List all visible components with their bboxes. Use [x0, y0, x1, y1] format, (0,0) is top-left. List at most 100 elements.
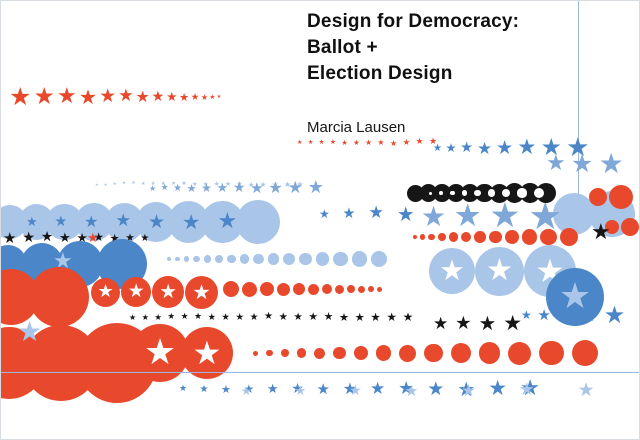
blue-stars-top-right-star-icon: ★ [566, 132, 590, 163]
pale-dots-row-dot [371, 251, 387, 267]
red-dots-grow-bottom-dot [571, 340, 598, 366]
blue-stars-top-right-star-icon: ★ [460, 138, 474, 156]
pale-dots-row-dot [183, 256, 190, 262]
pale-dots-row-dot [167, 257, 171, 261]
blue-stars-mid-star-icon: ★ [319, 207, 330, 222]
red-dots-shrink-dot [358, 285, 365, 293]
blue-stars-on-pale-star-icon: ★ [54, 214, 68, 231]
red-tiny-stars-star-icon: ★ [402, 137, 411, 148]
blue-stars-top-right-star-icon: ★ [433, 142, 442, 154]
red-dots-grow-bottom-dot [314, 347, 325, 359]
blue-stars-grow-star-icon: ★ [287, 177, 303, 198]
blue-stars-on-pale-star-icon: ★ [84, 212, 99, 232]
white-dots-on-black-dot [449, 190, 455, 196]
pale-tiny-stars-star-icon: ★ [259, 179, 267, 189]
cover-title: Design for Democracy: Ballot + Election … [307, 9, 519, 87]
black-tiny-stars-star-icon: ★ [308, 310, 318, 324]
red-dots-grow-bottom-dot [333, 346, 346, 360]
blue-stars-mid-star-icon: ★ [342, 204, 356, 222]
pale-dots-row-dot [215, 255, 223, 263]
black-tiny-stars-star-icon: ★ [354, 309, 365, 324]
black-stars-left-star-icon: ★ [109, 231, 120, 245]
blue-stars-grow-star-icon: ★ [201, 181, 212, 196]
black-tiny-stars-star-icon: ★ [194, 312, 203, 323]
red-circles-top-right-dot [589, 188, 607, 206]
white-dots-on-black-dot [487, 189, 496, 197]
big-blue-stars-right-star-icon: ★ [489, 195, 521, 236]
pale-star-on-red-star-icon: ★ [17, 314, 43, 348]
big-blue-stars-right-star-icon: ★ [421, 199, 447, 233]
blue-stars-grow-star-icon: ★ [268, 178, 283, 198]
pale-dots-row-dot [333, 251, 348, 267]
red-dots-shrink-dot [308, 283, 319, 295]
red-dots-grow-dot [437, 233, 446, 241]
pale-tiny-stars-star-icon: ★ [181, 180, 187, 187]
pale-tiny-stars-star-icon: ★ [202, 180, 209, 188]
red-dots-grow-dot [560, 228, 578, 246]
black-tiny-stars-star-icon: ★ [339, 310, 349, 324]
red-dots-grow-dot [448, 232, 458, 242]
bottom-blue-stars-star-icon: ★ [266, 381, 279, 397]
bottom-blue-stars-star-icon: ★ [316, 379, 330, 398]
red-dots-shrink-dot [347, 285, 355, 293]
black-tiny-stars-star-icon: ★ [167, 312, 176, 323]
blue-stars-top-right-2-star-icon: ★ [570, 149, 594, 179]
author-name: Marcia Lausen [307, 119, 406, 136]
red-circle-stars-dot: ★ [121, 276, 152, 308]
red-stars-top-star-icon: ★ [118, 86, 134, 107]
pale-dots-row-dot [239, 254, 250, 264]
red-stars-top-star-icon: ★ [216, 94, 222, 101]
red-dots-grow-bottom-dot [399, 344, 416, 362]
bottom-blue-stars-star-icon: ★ [291, 381, 304, 398]
blue-stars-far-right-star-icon: ★ [603, 300, 626, 329]
bottom-pale-stars-star-icon: ★ [461, 380, 476, 400]
blue-stars-far-right-star-icon: ★ [521, 308, 532, 323]
bottom-pale-stars-star-icon: ★ [518, 380, 535, 401]
red-dots-shrink-dot [368, 286, 374, 292]
red-dots-shrink-dot [377, 286, 382, 292]
pale-dots-row-dot [315, 252, 330, 266]
title-line-3: Election Design [307, 63, 453, 84]
black-tiny-stars-star-icon: ★ [370, 309, 381, 324]
pale-dots-row-dot [227, 254, 236, 264]
pale-tiny-stars-star-icon: ★ [213, 180, 220, 189]
black-dot-band-dot [420, 184, 438, 202]
blue-stars-grow-star-icon: ★ [216, 180, 229, 196]
red-circles-right-2-dot [605, 220, 619, 234]
red-dots-grow-bottom-dot [424, 343, 443, 363]
pale-tiny-stars-star-icon: ★ [103, 181, 108, 187]
black-stars-left-star-icon: ★ [40, 229, 54, 246]
black-tiny-stars-star-icon: ★ [386, 309, 397, 324]
red-stars-top-star-icon: ★ [9, 82, 32, 112]
bottom-blue-stars-star-icon: ★ [398, 378, 415, 400]
title-line-1: Design for Democracy: [307, 11, 520, 32]
bottom-pale-stars-star-icon: ★ [638, 381, 639, 401]
red-dots-grow-dot [540, 228, 557, 246]
title-block: Design for Democracy: Ballot + Election … [307, 9, 519, 136]
red-dots-grow-bottom-dot [266, 349, 273, 357]
bottom-blue-stars-star-icon: ★ [457, 377, 476, 401]
white-dots-on-black-dot [461, 190, 468, 196]
pale-tiny-stars-star-icon: ★ [284, 179, 291, 189]
black-star-right-star-icon: ★ [591, 219, 611, 245]
red-tiny-stars-star-icon: ★ [318, 138, 325, 147]
red-stars-top-star-icon: ★ [200, 92, 209, 102]
red-circle-stars-dot: ★ [91, 277, 120, 307]
blue-stars-far-right-star-icon: ★ [578, 302, 598, 327]
red-stars-top-star-icon: ★ [179, 90, 190, 104]
black-tiny-stars-star-icon: ★ [154, 312, 162, 323]
red-dots-grow-bottom-dot [253, 350, 258, 356]
big-blue-stars-right-star-icon: ★ [453, 197, 482, 234]
bottom-blue-stars-star-icon: ★ [488, 376, 508, 401]
red-circles-right-2-dot [621, 218, 639, 236]
red-circles-top-right-dot [609, 185, 633, 209]
red-stars-top-star-icon: ★ [135, 87, 150, 107]
red-dots-grow-bottom-dot [280, 349, 289, 357]
red-circle-stars-bottom-dot: ★ [181, 327, 233, 379]
red-tiny-stars-star-icon: ★ [353, 137, 360, 147]
white-dots-on-black-dot [439, 191, 443, 195]
blue-stars-top-right-2-star-icon: ★ [546, 150, 566, 176]
red-dots-shrink-dot [322, 284, 332, 294]
horizontal-rule [1, 372, 639, 373]
